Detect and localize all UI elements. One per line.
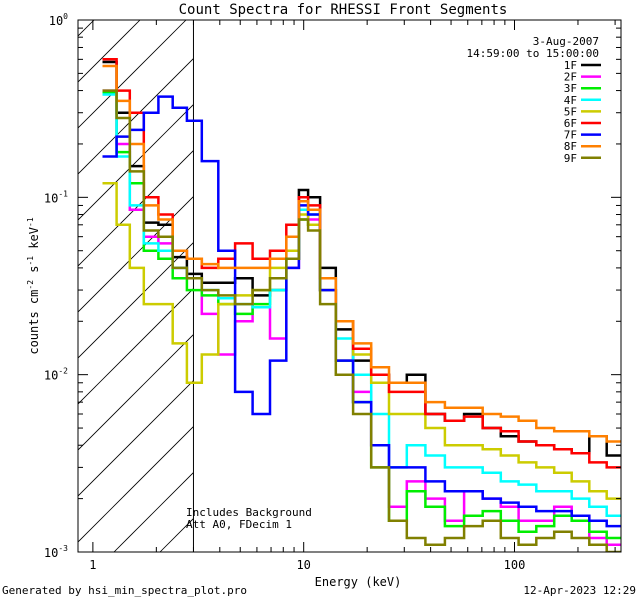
y-tick-label: 10-3 (44, 544, 68, 560)
ylabel-exp1: -2 (26, 280, 35, 290)
footer-timestamp: 12-Apr-2023 12:29 (523, 584, 636, 597)
x-axis-label: Energy (keV) (315, 575, 402, 589)
ylabel-mid2: keV (27, 227, 41, 256)
x-tick-label: 10 (296, 558, 310, 572)
plot-frame (77, 19, 622, 553)
legend-label-7F: 7F (564, 129, 577, 142)
ylabel-exp3: -1 (26, 217, 35, 227)
axis-ticks: 1 10 100 100 10-1 10-2 10-3 (44, 12, 621, 572)
hatch-line (78, 149, 194, 267)
series-line-9F (102, 89, 621, 552)
hatch-line (78, 195, 194, 313)
svg-text:counts cm-2 s-1 keV-1: counts cm-2 s-1 keV-1 (26, 217, 41, 354)
annotation-attenuator: Att A0, FDecim 1 (186, 518, 292, 531)
legend-label-3F: 3F (564, 82, 577, 95)
hatch-line (78, 241, 194, 359)
series-group (102, 58, 621, 552)
x-tick-label: 1 (89, 558, 96, 572)
legend-time-range: 14:59:00 to 15:00:00 (467, 47, 599, 60)
ylabel-base: counts cm (27, 290, 41, 355)
ylabel-exp2: -1 (26, 256, 35, 266)
legend-date: 3-Aug-2007 (533, 35, 599, 48)
hatch-line (78, 20, 141, 83)
y-tick-label: 10-1 (44, 189, 68, 205)
y-axis-label: counts cm-2 s-1 keV-1 (26, 217, 41, 354)
ylabel-mid: s (27, 266, 41, 280)
legend-label-6F: 6F (564, 117, 577, 130)
hatch-line (78, 425, 194, 543)
legend-label-5F: 5F (564, 105, 577, 118)
attenuator-hatch (78, 20, 194, 552)
hatch-line (78, 379, 194, 497)
legend-label-1F: 1F (564, 59, 577, 72)
hatch-line (78, 20, 187, 129)
legend-label-9F: 9F (564, 152, 577, 165)
x-tick-label: 100 (504, 558, 526, 572)
chart-title: Count Spectra for RHESSI Front Segments (179, 2, 508, 18)
annotation-background: Includes Background (186, 506, 312, 519)
footer-generated-by: Generated by hsi_min_spectra_plot.pro (2, 584, 248, 597)
legend-label-4F: 4F (564, 94, 577, 107)
y-tick-label: 10-2 (44, 367, 68, 383)
legend-label-2F: 2F (564, 71, 577, 84)
y-tick-label: 100 (49, 12, 68, 28)
legend-label-8F: 8F (564, 140, 577, 153)
